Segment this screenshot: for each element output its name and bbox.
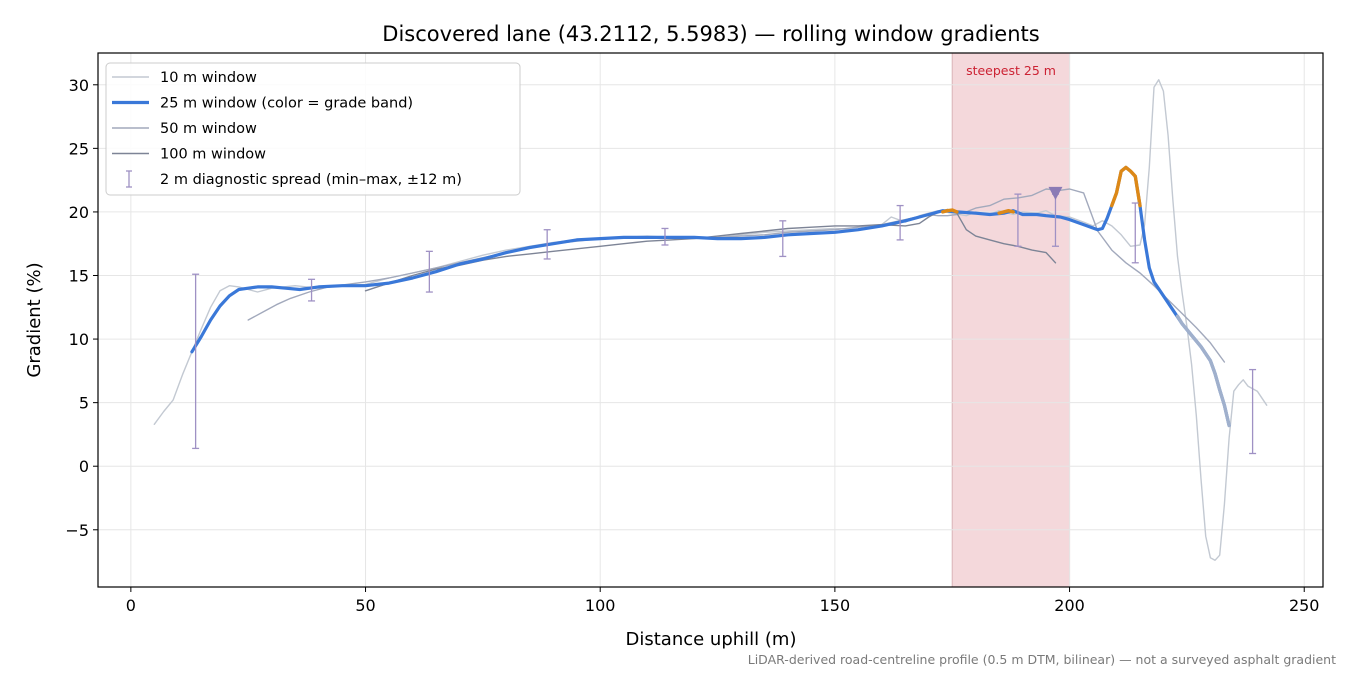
error-bar [779,220,787,258]
x-tick-label: 200 [1054,596,1085,615]
plot-border [97,52,1324,588]
y-tick-label: 25 [69,139,89,158]
footnote: LiDAR-derived road-centreline profile (0… [748,652,1336,667]
y-axis-label: Gradient (%) [24,262,45,377]
series-lines [153,78,1268,561]
legend-label: 2 m diagnostic spread (min–max, ±12 m) [160,172,462,188]
legend-label: 50 m window [160,121,257,137]
error-bar [308,278,316,302]
x-tick-label: 150 [820,596,851,615]
grade-band-segment [1175,314,1231,428]
legend-label: 100 m window [160,147,266,163]
legend-item: 10 m window [112,70,257,86]
y-tick-label: 5 [79,394,89,413]
y-tick-label: 10 [69,330,89,349]
y-tick-label: 0 [79,457,89,476]
legend-label: 25 m window (color = grade band) [160,96,413,112]
error-bar [661,227,669,246]
legend-box [105,62,521,196]
error-bar [543,229,551,260]
chart-title: Discovered lane (43.2112, 5.5983) — roll… [382,22,1039,46]
series-line [364,208,1057,292]
legend-label: 10 m window [160,70,257,86]
error-bar [192,273,200,450]
legend-item: 100 m window [112,147,266,163]
x-axis-label: Distance uphill (m) [626,629,797,650]
error-bar [1249,368,1257,455]
legend-item: 50 m window [112,121,257,137]
error-bar [425,250,433,293]
grade-band-segment [1110,165,1142,208]
series-line [190,165,1231,428]
y-tick-label: 20 [69,203,89,222]
x-tick-label: 0 [126,596,136,615]
y-tick-label: 30 [69,76,89,95]
peak-marker-triangle [1048,186,1063,200]
x-tick-label: 250 [1289,596,1320,615]
legend-item: 25 m window (color = grade band) [112,96,413,112]
error-bar [896,204,904,241]
error-bars [192,193,1257,455]
error-bar [1014,193,1022,247]
highlight-band [951,52,1071,588]
highlight-label: steepest 25 m [966,63,1056,78]
steepest-highlight [951,52,1071,588]
y-tick-label: 15 [69,267,89,286]
plot-frame [97,52,1324,588]
grade-band-segment [941,208,959,214]
x-axis-ticks: 0 50 100 150 200 250 [126,587,1320,615]
x-tick-label: 50 [355,596,375,615]
legend-item: 2 m diagnostic spread (min–max, ±12 m) [126,170,462,188]
grid [98,53,1323,587]
peak-marker [1048,186,1063,200]
y-axis-ticks: −5 0 5 10 15 20 25 30 [65,76,98,540]
grade-band-segment [997,208,1015,215]
x-tick-label: 100 [585,596,616,615]
legend: 10 m window 25 m window (color = grade ba… [105,62,521,196]
y-tick-label: −5 [65,521,89,540]
error-bar [1131,202,1139,264]
